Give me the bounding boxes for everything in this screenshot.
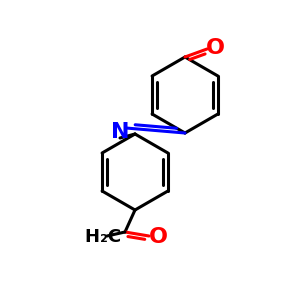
Text: H: H: [84, 228, 99, 246]
Text: ₂C: ₂C: [100, 228, 121, 246]
Text: O: O: [206, 38, 224, 58]
Text: O: O: [148, 227, 167, 247]
Text: N: N: [111, 122, 129, 142]
